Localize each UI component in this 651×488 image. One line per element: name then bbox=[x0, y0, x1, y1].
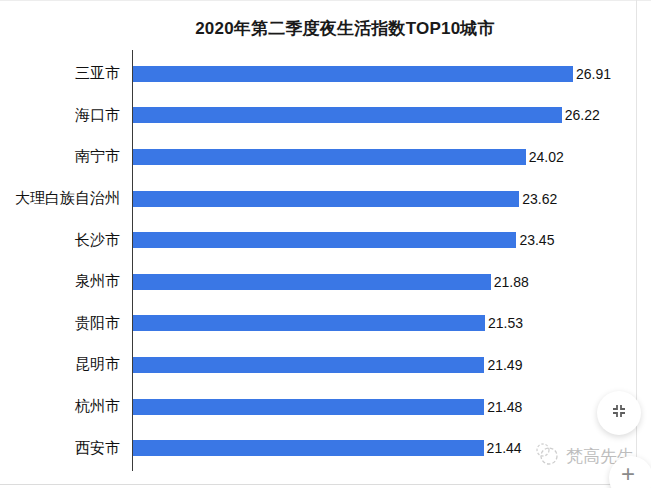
zoom-in-button[interactable]: + bbox=[609, 456, 651, 488]
bar-rows: 三亚市 26.91 海口市 26.22 南宁市 24.02 大理白族自治州 23.62 长沙市 2… bbox=[0, 53, 636, 469]
category-label: 昆明市 bbox=[0, 355, 126, 374]
bar bbox=[133, 232, 516, 248]
bar bbox=[133, 274, 491, 290]
bar-row: 海口市 26.22 bbox=[0, 95, 636, 137]
bar bbox=[133, 191, 519, 207]
bar-row: 大理白族自治州 23.62 bbox=[0, 178, 636, 220]
value-label: 21.49 bbox=[487, 357, 522, 373]
plus-icon: + bbox=[621, 462, 635, 486]
value-label: 21.44 bbox=[487, 440, 522, 456]
category-label: 大理白族自治州 bbox=[0, 189, 126, 208]
category-label: 南宁市 bbox=[0, 147, 126, 166]
page-top-border bbox=[0, 0, 651, 1]
compress-icon bbox=[611, 403, 627, 423]
value-label: 23.62 bbox=[522, 191, 557, 207]
value-label: 26.22 bbox=[565, 107, 600, 123]
bar bbox=[133, 149, 526, 165]
bar bbox=[133, 107, 562, 123]
category-label: 西安市 bbox=[0, 439, 126, 458]
category-label: 三亚市 bbox=[0, 64, 126, 83]
bar-row: 贵阳市 21.53 bbox=[0, 303, 636, 345]
category-label: 泉州市 bbox=[0, 272, 126, 291]
bar-row: 昆明市 21.49 bbox=[0, 344, 636, 386]
page-bottom-border bbox=[0, 484, 651, 485]
bar-row: 杭州市 21.48 bbox=[0, 386, 636, 428]
category-label: 海口市 bbox=[0, 106, 126, 125]
bar-row: 泉州市 21.88 bbox=[0, 261, 636, 303]
bar-row: 长沙市 23.45 bbox=[0, 219, 636, 261]
bar-row: 三亚市 26.91 bbox=[0, 53, 636, 95]
value-label: 26.91 bbox=[576, 66, 611, 82]
bar bbox=[133, 66, 573, 82]
value-label: 21.48 bbox=[487, 399, 522, 415]
chart-title: 2020年第二季度夜生活指数TOP10城市 bbox=[40, 17, 650, 40]
value-label: 24.02 bbox=[529, 149, 564, 165]
watermark-logo-icon bbox=[533, 440, 561, 472]
category-label: 长沙市 bbox=[0, 231, 126, 250]
category-label: 贵阳市 bbox=[0, 314, 126, 333]
bar-row: 南宁市 24.02 bbox=[0, 136, 636, 178]
value-label: 21.88 bbox=[494, 274, 529, 290]
collapse-button[interactable] bbox=[597, 391, 641, 435]
bar bbox=[133, 399, 484, 415]
category-label: 杭州市 bbox=[0, 397, 126, 416]
bar bbox=[133, 440, 484, 456]
bar bbox=[133, 357, 484, 373]
value-label: 21.53 bbox=[488, 315, 523, 331]
bar bbox=[133, 315, 485, 331]
value-label: 23.45 bbox=[519, 232, 554, 248]
